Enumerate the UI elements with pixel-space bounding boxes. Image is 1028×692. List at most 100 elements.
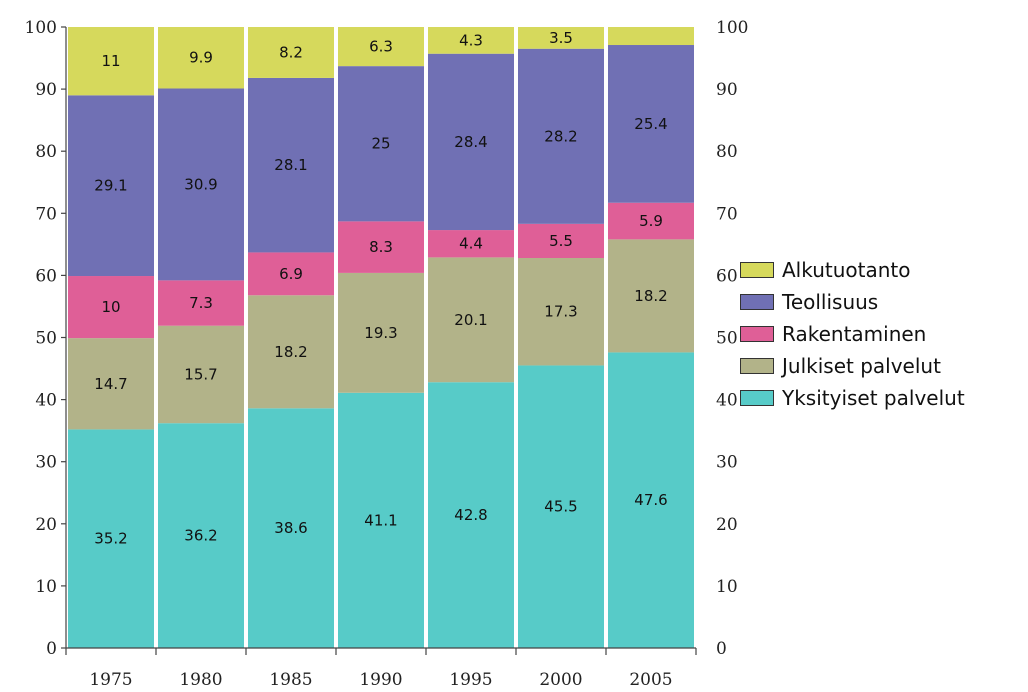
y-tick-label: 90 bbox=[35, 80, 57, 100]
data-label: 11 bbox=[101, 52, 120, 70]
legend-swatch-yksityiset-palvelut bbox=[740, 390, 774, 406]
legend-item-teollisuus: Teollisuus bbox=[740, 286, 965, 318]
y-tick-label: 60 bbox=[35, 266, 57, 286]
data-label: 9.9 bbox=[189, 49, 213, 67]
bar-segment-yksityiset-palvelut-2005 bbox=[608, 352, 694, 648]
bar-segment-alkutuotanto-1985 bbox=[248, 27, 334, 78]
x-tick-label: 1980 bbox=[179, 670, 222, 690]
legend-item-rakentaminen: Rakentaminen bbox=[740, 318, 965, 350]
bar-segment-teollisuus-1975 bbox=[68, 95, 154, 277]
bar-segment-julkiset-palvelut-2005 bbox=[608, 239, 694, 353]
bar-segment-julkiset-palvelut-2000 bbox=[518, 258, 604, 366]
bar-segment-rakentaminen-1990 bbox=[338, 221, 424, 273]
right-y-tick-label: 100 bbox=[716, 18, 748, 38]
data-label: 28.1 bbox=[274, 156, 307, 174]
bar-segment-alkutuotanto-2005 bbox=[608, 27, 694, 46]
data-label: 6.3 bbox=[369, 38, 393, 56]
bar-segment-yksityiset-palvelut-1980 bbox=[158, 423, 244, 648]
data-label: 5.5 bbox=[549, 232, 573, 250]
data-label: 18.2 bbox=[274, 343, 307, 361]
right-y-tick-label: 80 bbox=[716, 142, 738, 162]
y-tick-label: 100 bbox=[25, 18, 57, 38]
y-tick-label: 70 bbox=[35, 204, 57, 224]
data-label: 28.2 bbox=[544, 127, 577, 145]
data-label: 8.2 bbox=[279, 43, 303, 61]
x-tick-label: 1990 bbox=[359, 670, 402, 690]
data-label: 3.5 bbox=[549, 29, 573, 47]
bar-segment-rakentaminen-2000 bbox=[518, 223, 604, 259]
bar-segment-rakentaminen-1980 bbox=[158, 280, 244, 326]
data-label: 25 bbox=[371, 135, 390, 153]
data-label: 7.3 bbox=[189, 294, 213, 312]
bar-segment-yksityiset-palvelut-1995 bbox=[428, 382, 514, 648]
bar-segment-rakentaminen-1995 bbox=[428, 230, 514, 258]
legend-item-yksityiset-palvelut: Yksityiset palvelut bbox=[740, 382, 965, 414]
data-label: 25.4 bbox=[634, 115, 667, 133]
data-label: 19.3 bbox=[364, 324, 397, 342]
data-label: 5.9 bbox=[639, 212, 663, 230]
y-tick-label: 30 bbox=[35, 453, 57, 473]
x-tick-label: 1975 bbox=[89, 670, 132, 690]
bar-segment-julkiset-palvelut-1985 bbox=[248, 295, 334, 409]
right-y-tick-label: 0 bbox=[716, 639, 727, 659]
bar-segment-julkiset-palvelut-1995 bbox=[428, 257, 514, 383]
legend-label-rakentaminen: Rakentaminen bbox=[782, 322, 927, 346]
data-label: 17.3 bbox=[544, 303, 577, 321]
data-label: 42.8 bbox=[454, 506, 487, 524]
y-tick-label: 20 bbox=[35, 515, 57, 535]
bar-segment-teollisuus-1995 bbox=[428, 53, 514, 231]
legend: Alkutuotanto Teollisuus Rakentaminen Jul… bbox=[740, 254, 965, 414]
data-label: 4.4 bbox=[459, 235, 483, 253]
x-tick-label: 2005 bbox=[629, 670, 672, 690]
x-tick-label: 2000 bbox=[539, 670, 582, 690]
right-y-tick-label: 60 bbox=[716, 266, 738, 286]
legend-item-julkiset-palvelut: Julkiset palvelut bbox=[740, 350, 965, 382]
right-y-tick-label: 30 bbox=[716, 453, 738, 473]
data-label: 35.2 bbox=[94, 530, 127, 548]
data-label: 4.3 bbox=[459, 31, 483, 49]
bar-segment-teollisuus-1985 bbox=[248, 77, 334, 253]
data-label: 20.1 bbox=[454, 311, 487, 329]
y-tick-label: 0 bbox=[46, 639, 57, 659]
data-label: 36.2 bbox=[184, 527, 217, 545]
bar-segment-alkutuotanto-2000 bbox=[518, 27, 604, 49]
bar-segment-yksityiset-palvelut-1975 bbox=[68, 429, 154, 648]
bar-segment-alkutuotanto-1980 bbox=[158, 27, 244, 89]
bar-segment-teollisuus-2005 bbox=[608, 45, 694, 203]
data-label: 30.9 bbox=[184, 175, 217, 193]
data-label: 29.1 bbox=[94, 177, 127, 195]
x-tick-label: 1985 bbox=[269, 670, 312, 690]
data-label: 47.6 bbox=[634, 491, 667, 509]
right-y-tick-label: 90 bbox=[716, 80, 738, 100]
bar-segment-julkiset-palvelut-1990 bbox=[338, 272, 424, 393]
legend-label-teollisuus: Teollisuus bbox=[782, 290, 879, 314]
legend-label-yksityiset-palvelut: Yksityiset palvelut bbox=[782, 386, 965, 410]
y-tick-label: 10 bbox=[35, 577, 57, 597]
data-label: 41.1 bbox=[364, 511, 397, 529]
y-tick-label: 40 bbox=[35, 391, 57, 411]
bar-segment-teollisuus-1980 bbox=[158, 88, 244, 281]
y-tick-label: 50 bbox=[35, 329, 57, 349]
data-label: 28.4 bbox=[454, 133, 487, 151]
right-y-tick-label: 20 bbox=[716, 515, 738, 535]
legend-label-julkiset-palvelut: Julkiset palvelut bbox=[782, 354, 941, 378]
bar-segment-yksityiset-palvelut-1985 bbox=[248, 408, 334, 648]
data-label: 6.9 bbox=[279, 265, 303, 283]
legend-swatch-teollisuus bbox=[740, 294, 774, 310]
data-label: 14.7 bbox=[94, 375, 127, 393]
right-y-tick-label: 40 bbox=[716, 391, 738, 411]
bar-segment-julkiset-palvelut-1980 bbox=[158, 325, 244, 424]
data-label: 15.7 bbox=[184, 365, 217, 383]
bar-segment-teollisuus-1990 bbox=[338, 66, 424, 222]
bar-segment-alkutuotanto-1990 bbox=[338, 27, 424, 67]
bar-segment-teollisuus-2000 bbox=[518, 48, 604, 224]
right-y-tick-label: 70 bbox=[716, 204, 738, 224]
bar-segment-rakentaminen-1985 bbox=[248, 252, 334, 296]
bar-segment-rakentaminen-2005 bbox=[608, 202, 694, 240]
bar-segment-rakentaminen-1975 bbox=[68, 276, 154, 339]
data-label: 38.6 bbox=[274, 519, 307, 537]
right-y-tick-label: 50 bbox=[716, 329, 738, 349]
legend-label-alkutuotanto: Alkutuotanto bbox=[782, 258, 911, 282]
right-y-tick-label: 10 bbox=[716, 577, 738, 597]
